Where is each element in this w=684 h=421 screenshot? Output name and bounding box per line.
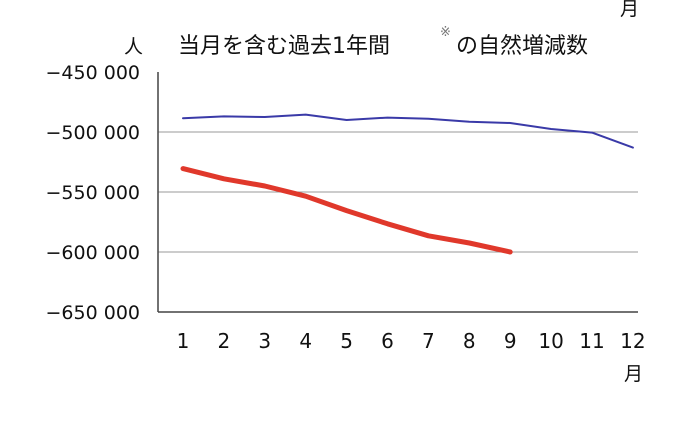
axis-layer (157, 72, 638, 313)
y-tick-label: −500 000 (46, 122, 141, 144)
x-axis-unit-top: 月 (620, 0, 639, 20)
chart-title-mark: ※ (440, 25, 451, 40)
x-tick-label: 10 (538, 329, 563, 353)
y-tick-label: −450 000 (46, 62, 141, 84)
x-tick-label: 4 (299, 329, 312, 353)
y-axis-unit: 人 (124, 36, 143, 58)
x-tick-label: 9 (504, 329, 517, 353)
x-tick-label: 5 (340, 329, 353, 353)
series-line (180, 166, 513, 255)
x-axis-unit-bottom: 月 (624, 363, 643, 385)
x-tick-label: 11 (579, 329, 604, 353)
chart-title-suffix: の自然増減数 (456, 34, 588, 59)
chart-title: 当月を含む過去1年間 (178, 34, 390, 59)
series-line (182, 113, 634, 149)
y-tick-label: −600 000 (46, 242, 141, 264)
grid-layer (158, 131, 638, 253)
y-tick-label: −550 000 (46, 182, 141, 204)
x-tick-label: 12 (620, 329, 645, 353)
chart-title-group: 人 当月を含む過去1年間 ※ の自然増減数 月 (124, 0, 639, 59)
series-layer (180, 113, 634, 255)
x-tick-label: 8 (463, 329, 476, 353)
tick-layer: −450 000 −500 000 −550 000 −600 000 −650 000… (46, 62, 646, 353)
x-tick-label: 7 (422, 329, 435, 353)
x-tick-label: 1 (177, 329, 190, 353)
y-tick-label: −650 000 (46, 302, 141, 324)
x-tick-label: 6 (381, 329, 394, 353)
x-tick-label: 2 (218, 329, 231, 353)
x-tick-label: 3 (258, 329, 271, 353)
